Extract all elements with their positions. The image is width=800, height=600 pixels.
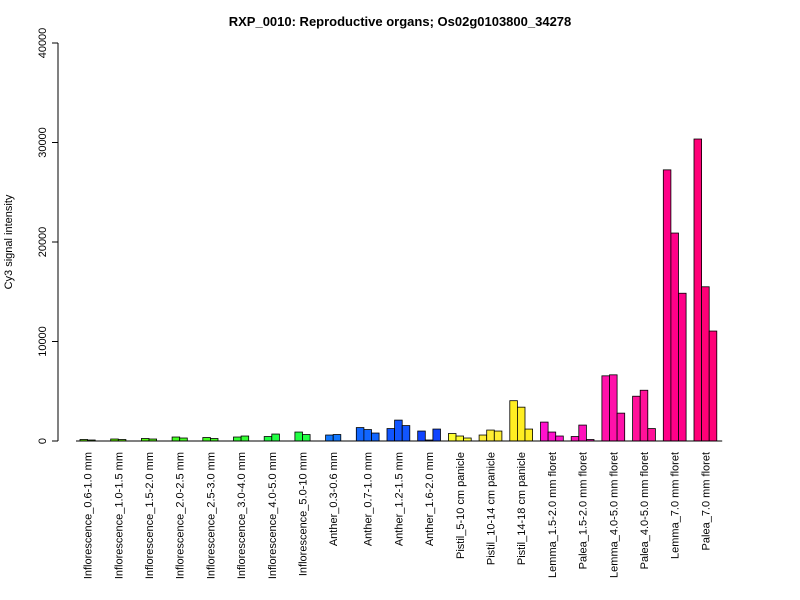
bar bbox=[447, 433, 457, 442]
category-label: Anther_1.6-2.0 mm bbox=[424, 452, 436, 546]
bar bbox=[386, 428, 395, 442]
bar bbox=[647, 428, 656, 442]
bar bbox=[708, 330, 718, 442]
bar bbox=[639, 389, 649, 442]
bar bbox=[432, 428, 441, 442]
bar bbox=[263, 436, 273, 442]
category-label: Inflorescence_1.0-1.5 mm bbox=[113, 452, 125, 579]
bar bbox=[332, 434, 342, 442]
bar bbox=[486, 429, 495, 442]
bar bbox=[401, 425, 411, 442]
category-label: Inflorescence_5.0-10 mm bbox=[298, 452, 310, 576]
bar bbox=[547, 431, 557, 442]
bar bbox=[394, 419, 403, 442]
bar bbox=[678, 292, 687, 442]
y-tick-label: 40000 bbox=[37, 28, 49, 59]
category-label: Palea_4.0-5.0 mm floret bbox=[639, 452, 651, 569]
bar bbox=[417, 430, 426, 442]
bar bbox=[271, 433, 280, 442]
y-axis-label: Cy3 signal intensity bbox=[3, 194, 15, 289]
bar bbox=[302, 434, 311, 442]
bar bbox=[517, 406, 526, 442]
bar bbox=[509, 400, 518, 442]
category-label: Inflorescence_2.5-3.0 mm bbox=[205, 452, 217, 579]
category-label: Lemma_1.5-2.0 mm floret bbox=[547, 452, 559, 578]
bar bbox=[202, 437, 211, 442]
bar bbox=[233, 436, 242, 442]
bar bbox=[701, 286, 710, 442]
y-tick-label: 20000 bbox=[37, 227, 49, 258]
bar bbox=[670, 232, 679, 442]
category-label: Palea_1.5-2.0 mm floret bbox=[578, 452, 590, 569]
bar bbox=[578, 424, 587, 442]
category-label: Pistil_14-18 cm panicle bbox=[516, 452, 528, 565]
category-label: Lemma_4.0-5.0 mm floret bbox=[608, 452, 620, 578]
bar bbox=[355, 427, 365, 442]
bar bbox=[240, 435, 250, 442]
y-tick-label: 0 bbox=[37, 438, 49, 444]
bar bbox=[294, 431, 303, 442]
category-label: Lemma_7.0 mm floret bbox=[670, 452, 682, 559]
bar bbox=[601, 375, 610, 442]
bar bbox=[570, 436, 580, 442]
category-label: Inflorescence_3.0-4.0 mm bbox=[236, 452, 248, 579]
bar bbox=[171, 436, 181, 442]
bar bbox=[478, 434, 488, 442]
bar bbox=[540, 421, 549, 442]
category-labels: Inflorescence_0.6-1.0 mm Inflorescence_1.… bbox=[83, 452, 713, 579]
bar bbox=[632, 395, 641, 442]
bar bbox=[371, 432, 380, 442]
bar bbox=[693, 138, 702, 442]
bar bbox=[493, 430, 503, 442]
category-label: Palea_7.0 mm floret bbox=[700, 452, 712, 550]
category-label: Inflorescence_1.5-2.0 mm bbox=[144, 452, 156, 579]
y-axis: 0 10000 20000 30000 40000 bbox=[37, 28, 59, 444]
bar bbox=[616, 412, 626, 442]
bar bbox=[662, 169, 672, 442]
category-label: Inflorescence_4.0-5.0 mm bbox=[267, 452, 279, 579]
chart-title: RXP_0010: Reproductive organs; Os02g0103… bbox=[229, 14, 572, 29]
category-label: Anther_1.2-1.5 mm bbox=[393, 452, 405, 546]
bar bbox=[609, 374, 618, 442]
category-label: Pistil_5-10 cm panicle bbox=[455, 452, 467, 559]
category-label: Pistil_10-14 cm panicle bbox=[486, 452, 498, 565]
bars bbox=[79, 138, 718, 442]
bar bbox=[524, 428, 533, 442]
category-label: Inflorescence_0.6-1.0 mm bbox=[83, 452, 95, 579]
bar bbox=[325, 434, 334, 442]
bar bbox=[455, 435, 464, 442]
category-label: Anther_0.3-0.6 mm bbox=[328, 452, 340, 546]
y-tick-label: 10000 bbox=[37, 326, 49, 357]
bar bbox=[363, 429, 372, 442]
category-label: Inflorescence_2.0-2.5 mm bbox=[175, 452, 187, 579]
category-label: Anther_0.7-1.0 mm bbox=[363, 452, 375, 546]
bar bbox=[555, 435, 564, 442]
y-tick-label: 30000 bbox=[37, 127, 49, 158]
